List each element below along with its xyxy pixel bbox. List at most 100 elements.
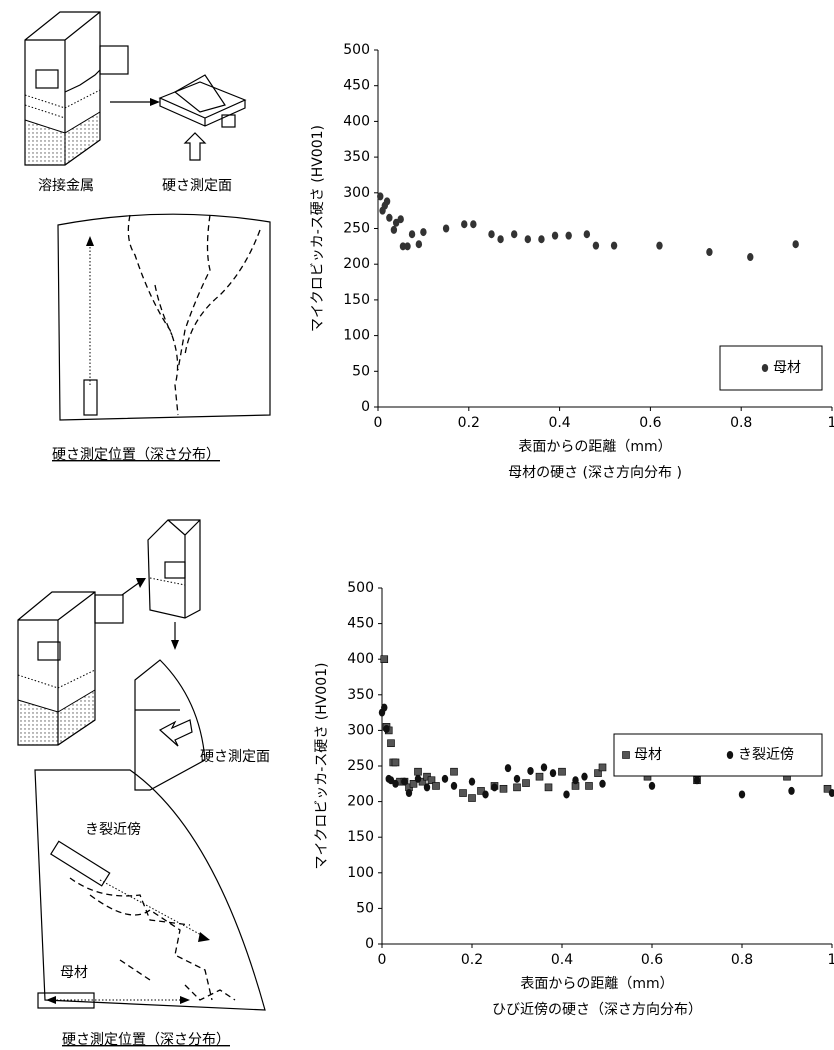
x-tick-label: 0.4 (551, 952, 573, 968)
point (459, 789, 467, 797)
point (392, 779, 399, 788)
weld-label: 溶接金属 (38, 177, 94, 194)
base-label: 母材 (60, 965, 88, 981)
point (405, 789, 413, 798)
y-tick-label: 350 (343, 149, 370, 165)
point (499, 784, 508, 793)
point (792, 240, 799, 249)
point (693, 776, 701, 785)
point (427, 776, 436, 785)
crack-label: き裂近傍 (85, 821, 141, 838)
y-tick-label: 0 (365, 936, 374, 952)
point (491, 783, 498, 792)
y-tick-label: 150 (343, 292, 370, 308)
point (381, 703, 388, 712)
y-tick-label: 200 (343, 256, 370, 272)
point (391, 758, 400, 767)
y-tick-label: 250 (347, 758, 374, 774)
x-tick-label: 0 (374, 415, 383, 431)
point (390, 225, 398, 234)
y-tick-label: 400 (343, 113, 370, 129)
point (706, 248, 713, 257)
y-axis-label: マイクロビッカ-ス硬さ (HV001) (314, 663, 330, 870)
position-label-2: 硬さ測定位置（深さ分布） (62, 1032, 230, 1048)
point (420, 228, 427, 237)
x-axis-label: 表面からの距離（mm） (518, 438, 671, 455)
caption: ひび近傍の硬さ（深さ方向分布） (492, 1001, 702, 1018)
legend-box (719, 345, 823, 391)
x-tick-label: 0.2 (461, 952, 483, 968)
legend-box (613, 733, 823, 777)
point (522, 779, 530, 787)
point (511, 230, 518, 239)
y-tick-label: 400 (347, 651, 374, 667)
point (535, 772, 544, 781)
y-tick-label: 100 (347, 865, 374, 881)
point (585, 782, 593, 790)
point (747, 253, 754, 262)
point (401, 777, 408, 786)
y-tick-label: 50 (356, 900, 374, 916)
point (415, 240, 423, 249)
point (414, 774, 422, 783)
bottom-diagram: 硬さ測定面 き裂近傍 母材 硬さ測定位置（深さ分布） (17, 519, 270, 1048)
x-tick-label: 0.6 (641, 952, 663, 968)
point (470, 220, 477, 229)
surface-label-2: 硬さ測定面 (200, 749, 270, 765)
point (558, 767, 566, 776)
point (549, 769, 557, 778)
surface-label: 硬さ測定面 (162, 178, 232, 194)
y-axis-label: マイクロビッカ-ス硬さ (HV001) (310, 125, 326, 332)
legend-label: 母材 (773, 360, 801, 376)
point (572, 776, 579, 785)
y-tick-label: 150 (347, 829, 374, 845)
point (386, 213, 393, 222)
point (488, 230, 495, 239)
point (468, 794, 476, 802)
point (524, 235, 532, 244)
point (648, 781, 656, 790)
point (513, 783, 521, 792)
y-tick-label: 450 (343, 78, 370, 94)
point (513, 774, 521, 783)
point (432, 782, 440, 790)
point (610, 241, 618, 250)
point (377, 192, 384, 201)
y-tick-label: 350 (347, 687, 374, 703)
legend-marker (622, 751, 630, 759)
x-tick-label: 0.8 (731, 952, 753, 968)
y-tick-label: 500 (347, 580, 374, 596)
point (544, 783, 553, 792)
x-tick-label: 1 (828, 952, 834, 968)
x-axis-label: 表面からの距離（mm） (520, 975, 673, 992)
point (538, 235, 545, 244)
y-tick-label: 250 (343, 221, 370, 237)
legend-marker (761, 364, 769, 372)
point (738, 790, 746, 799)
point (482, 790, 489, 799)
point (594, 769, 602, 777)
y-tick-label: 450 (347, 616, 374, 632)
point (581, 772, 588, 781)
point (450, 767, 458, 776)
point (540, 763, 548, 772)
x-tick-label: 0.2 (458, 415, 480, 431)
y-tick-label: 300 (343, 185, 370, 201)
point (408, 230, 416, 239)
x-tick-label: 0 (378, 952, 387, 968)
y-tick-label: 100 (343, 328, 370, 344)
y-tick-label: 0 (361, 399, 370, 415)
legend-label: き裂近傍 (738, 746, 794, 763)
point (599, 779, 606, 788)
y-tick-label: 50 (352, 363, 370, 379)
point (414, 767, 422, 776)
x-tick-label: 0.8 (730, 415, 752, 431)
point (404, 242, 411, 251)
point (504, 764, 512, 773)
point (656, 241, 663, 250)
position-label: 硬さ測定位置（深さ分布） (52, 447, 220, 463)
y-tick-label: 200 (347, 794, 374, 810)
point (399, 242, 407, 251)
legend-label: 母材 (634, 747, 662, 763)
